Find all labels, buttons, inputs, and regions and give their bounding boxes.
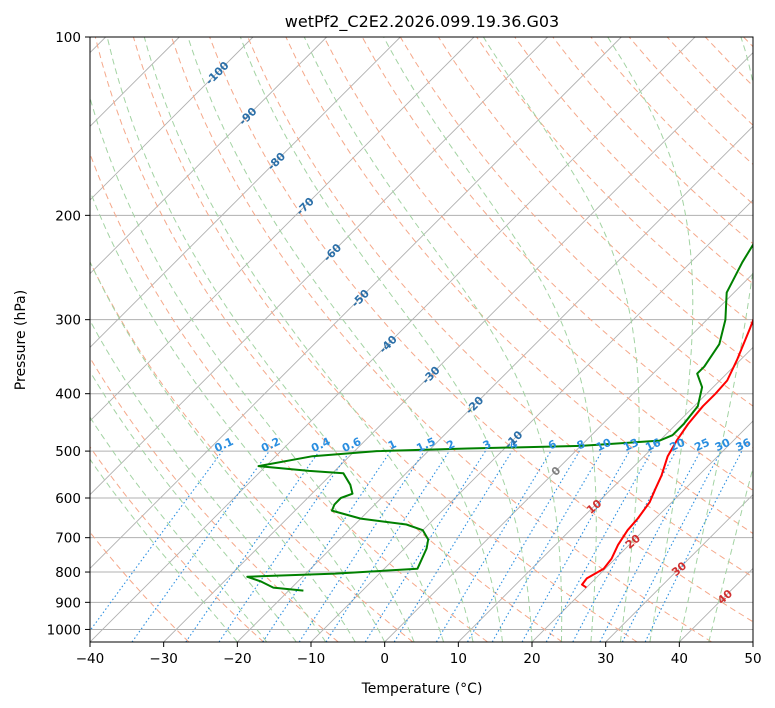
- mixing-ratio-line-6: [325, 450, 450, 642]
- x-tick-label-7: 30: [597, 651, 614, 667]
- mixing-ratio-label-14: 20: [668, 436, 688, 454]
- mixing-ratio-label-13: 16: [643, 436, 663, 454]
- isotherm-line-10: [90, 37, 696, 642]
- moist-adiabat-4: [90, 260, 356, 642]
- mixing-ratio-line-3: [218, 450, 351, 642]
- isotherm-line-4: [90, 37, 254, 201]
- dry-adiabat-11: [323, 37, 753, 491]
- moist-adiabat-11: [303, 37, 563, 642]
- plot-frame: [89, 36, 754, 643]
- background-lines: [90, 37, 753, 642]
- mixing-ratio-label-17: 36: [734, 436, 754, 454]
- mixing-ratio-label-11: 10: [594, 436, 614, 454]
- mixing-ratio-line-8: [393, 450, 513, 642]
- moist-adiabat-7: [106, 37, 445, 642]
- moist-adiabat-6: [90, 96, 415, 642]
- dry-adiabat-15: [476, 37, 753, 325]
- moist-adiabat-0: [90, 458, 238, 642]
- mixing-ratio-label-12: 13: [621, 436, 640, 454]
- moist-adiabat-14: [607, 37, 694, 642]
- isotherm-line-14: [384, 273, 753, 642]
- moist-adiabat-3: [90, 319, 327, 642]
- x-tick-label-8: 40: [671, 651, 688, 667]
- moist-adiabat-5: [90, 189, 386, 642]
- isotherm-line-16: [531, 420, 753, 642]
- moist-adiabat-16: [708, 466, 753, 642]
- y-axis-title: Pressure (hPa): [13, 290, 29, 390]
- isotherm-line-5: [90, 37, 327, 275]
- mixing-ratio-line-4: [262, 450, 392, 642]
- mixing-ratio-line-17: [644, 450, 743, 642]
- isotherm-line-9: [90, 37, 622, 569]
- moist-adiabat-10: [239, 37, 533, 642]
- x-tick-label-0: −40: [76, 651, 105, 667]
- x-tick-label-9: 50: [744, 651, 761, 667]
- mixing-ratio-line-1: [131, 450, 270, 642]
- mixing-ratio-line-12: [521, 450, 630, 642]
- moist-adiabat-12: [383, 37, 597, 642]
- dewpoint-profile-line: [246, 242, 753, 592]
- moist-adiabat-13: [482, 37, 640, 642]
- isotherm-line-17: [605, 494, 753, 642]
- y-tick-label-9: 1000: [47, 622, 81, 638]
- moist-adiabat-2: [90, 370, 297, 642]
- isotherm-line-8: [90, 37, 548, 496]
- data-series: [246, 242, 753, 592]
- y-tick-label-4: 500: [55, 444, 81, 460]
- isotherm-line-11: [163, 52, 753, 642]
- x-tick-label-6: 20: [523, 651, 540, 667]
- dry-adiabat-1: [90, 446, 264, 642]
- isotherm-line-12: [237, 125, 753, 642]
- temperature-profile-line: [581, 317, 753, 589]
- dry-adiabat-2: [90, 356, 339, 642]
- isotherm-line-7: [90, 37, 475, 422]
- dry-adiabat-10: [285, 37, 753, 535]
- y-tick-label-7: 800: [55, 565, 81, 581]
- x-tick-label-1: −30: [149, 651, 178, 667]
- dry-adiabat-8: [209, 37, 753, 623]
- y-tick-label-2: 300: [55, 313, 81, 329]
- isotherm-line-6: [90, 37, 401, 348]
- y-tick-label-6: 700: [55, 531, 81, 547]
- x-tick-label-2: −20: [223, 651, 252, 667]
- dry-adiabat-5: [94, 37, 563, 642]
- x-tick-label-5: 10: [450, 651, 467, 667]
- chart-title: wetPf2_C2E2.2026.099.19.36.G03: [285, 12, 559, 32]
- x-axis-title: Temperature (°C): [361, 681, 483, 697]
- mixing-ratio-label-15: 25: [692, 436, 711, 454]
- y-tick-label-8: 900: [55, 595, 81, 611]
- mixing-ratio-line-0: [90, 450, 223, 632]
- moist-adiabat-1: [90, 416, 268, 642]
- axes: −40 −30 −20 −10 0 10 20 30 40 50 100 200 300 400 500 60…: [47, 30, 762, 667]
- y-tick-label-0: 100: [55, 30, 81, 46]
- mixing-ratio-label-16: 30: [713, 436, 733, 454]
- mixing-ratio-line-14: [572, 450, 677, 642]
- dry-adiabat-9: [247, 37, 753, 578]
- y-tick-label-1: 200: [55, 208, 81, 224]
- y-tick-label-5: 600: [55, 491, 81, 507]
- moist-adiabat-15: [678, 37, 753, 642]
- y-tick-label-3: 400: [55, 387, 81, 403]
- mixing-ratio-line-5: [298, 450, 425, 642]
- x-tick-label-4: 0: [380, 651, 389, 667]
- moist-adiabat-9: [187, 37, 503, 642]
- mixing-ratio-line-13: [545, 450, 653, 642]
- dry-adiabat-6: [132, 37, 638, 642]
- moist-adiabat-8: [143, 37, 474, 642]
- dry-adiabat-7: [171, 37, 712, 642]
- x-tick-label-3: −10: [297, 651, 326, 667]
- mixing-ratio-line-2: [185, 450, 320, 642]
- dry-adiabat-16: [514, 37, 753, 285]
